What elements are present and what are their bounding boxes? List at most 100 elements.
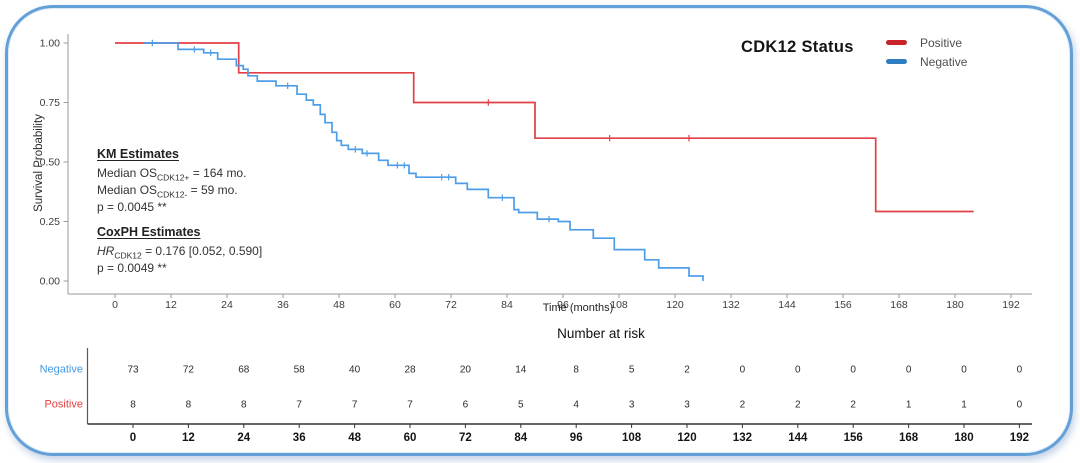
x-tick-label: 36: [277, 299, 289, 311]
risk-axis-tick-label: 0: [130, 432, 136, 444]
censor-mark-negative: [363, 150, 371, 157]
censor-mark-positive: [485, 99, 492, 106]
km-median-negative: Median OSCDK12- = 59 mo.: [97, 183, 238, 200]
risk-axis-tick-label: 96: [570, 432, 583, 444]
legend-item-negative: Negative: [886, 52, 967, 71]
risk-count-positive: 4: [573, 400, 579, 411]
figure-card-border: [5, 5, 1073, 456]
x-tick-label: 132: [722, 299, 740, 311]
x-tick-label: 12: [165, 299, 177, 311]
coxph-pvalue: p = 0.0049 **: [97, 261, 167, 275]
censor-mark-positive: [606, 135, 613, 142]
censor-mark-positive: [685, 135, 693, 142]
risk-count-negative: 58: [294, 365, 306, 376]
chart-title: CDK12 Status: [741, 38, 854, 56]
survival-curve-negative: [143, 42, 704, 281]
risk-count-negative: 8: [573, 365, 579, 376]
censor-mark-negative: [207, 49, 214, 56]
x-tick-label: 108: [610, 299, 628, 311]
risk-count-negative: 28: [404, 365, 416, 376]
risk-axis-tick-label: 72: [459, 432, 472, 444]
x-axis-title: Time (months): [542, 302, 614, 314]
x-tick-label: 72: [445, 299, 457, 311]
risk-count-positive: 7: [352, 400, 358, 411]
risk-count-negative: 0: [961, 365, 967, 376]
risk-count-positive: 8: [130, 400, 136, 411]
censor-mark-negative: [445, 174, 452, 181]
risk-axis-tick-label: 48: [348, 432, 361, 444]
risk-count-negative: 0: [1017, 365, 1023, 376]
risk-count-negative: 20: [460, 365, 472, 376]
negative-color-swatch: [886, 59, 907, 64]
risk-count-negative: 0: [795, 365, 801, 376]
risk-axis-tick-label: 12: [182, 432, 195, 444]
risk-axis-tick-label: 144: [788, 432, 808, 444]
risk-count-negative: 73: [127, 365, 139, 376]
x-tick-label: 96: [557, 299, 569, 311]
risk-count-negative: 14: [515, 365, 527, 376]
x-tick-label: 84: [501, 299, 513, 311]
risk-axis-tick-label: 60: [404, 432, 417, 444]
risk-axis-tick-label: 24: [237, 432, 250, 444]
positive-color-swatch: [886, 40, 907, 45]
risk-count-negative: 2: [684, 365, 690, 376]
x-tick-label: 48: [333, 299, 345, 311]
risk-count-positive: 1: [961, 400, 967, 411]
risk-axis-tick-label: 36: [293, 432, 306, 444]
x-tick-label: 0: [112, 299, 118, 311]
risk-count-negative: 0: [850, 365, 856, 376]
km-median-positive: Median OSCDK12+ = 164 mo.: [97, 166, 247, 183]
risk-row-label-negative: Negative: [40, 364, 83, 376]
x-tick-label: 144: [778, 299, 796, 311]
legend-label-negative: Negative: [920, 54, 968, 69]
risk-count-positive: 0: [1017, 400, 1023, 411]
legend-label-positive: Positive: [920, 35, 963, 50]
censor-mark-negative: [401, 162, 408, 169]
x-tick-label: 156: [834, 299, 852, 311]
censor-mark-negative: [191, 46, 198, 53]
number-at-risk-heading: Number at risk: [557, 326, 645, 341]
risk-axis-tick-label: 120: [677, 432, 696, 444]
risk-count-negative: 0: [740, 365, 746, 376]
x-tick-label: 60: [389, 299, 401, 311]
risk-count-positive: 2: [740, 400, 746, 411]
y-tick-label: 0.75: [40, 97, 61, 109]
y-axis-title: Survival Probability: [33, 114, 45, 212]
risk-count-positive: 3: [629, 400, 635, 411]
censor-mark-negative: [149, 39, 156, 47]
risk-count-negative: 40: [349, 365, 361, 376]
y-tick-label: 1.00: [40, 38, 61, 50]
km-pvalue: p = 0.0045 **: [97, 200, 167, 214]
x-tick-label: 180: [946, 299, 964, 311]
survival-curve-positive: [115, 42, 974, 213]
coxph-hazard-ratio: HRCDK12 = 0.176 [0.052, 0.590]: [97, 244, 263, 261]
censor-mark-negative: [438, 174, 445, 181]
risk-count-positive: 2: [795, 400, 801, 411]
coxph-estimates-heading: CoxPH Estimates: [97, 225, 201, 239]
risk-count-negative: 5: [629, 365, 635, 376]
risk-axis-tick-label: 108: [622, 432, 642, 444]
risk-count-positive: 8: [241, 400, 247, 411]
risk-count-negative: 72: [183, 365, 195, 376]
risk-count-positive: 1: [906, 400, 912, 411]
km-estimates-block: KM Estimates Median OSCDK12+ = 164 mo. M…: [97, 146, 246, 216]
censor-mark-negative: [284, 82, 291, 90]
risk-count-positive: 3: [684, 400, 690, 411]
risk-count-positive: 8: [186, 400, 192, 411]
censor-mark-negative: [499, 194, 506, 201]
legend: Positive Negative: [886, 33, 967, 71]
risk-axis-tick-label: 132: [733, 432, 752, 444]
risk-axis-tick-label: 180: [954, 432, 973, 444]
risk-count-negative: 68: [238, 365, 250, 376]
legend-item-positive: Positive: [886, 33, 967, 52]
censor-mark-negative: [352, 146, 359, 153]
coxph-estimates-block: CoxPH Estimates HRCDK12 = 0.176 [0.052, …: [97, 224, 262, 277]
censor-mark-negative: [545, 215, 553, 223]
risk-count-positive: 5: [518, 400, 524, 411]
risk-count-positive: 7: [407, 400, 413, 411]
risk-axis-tick-label: 156: [844, 432, 863, 444]
risk-count-negative: 0: [906, 365, 912, 376]
x-tick-label: 120: [666, 299, 684, 311]
risk-row-label-positive: Positive: [44, 399, 83, 411]
